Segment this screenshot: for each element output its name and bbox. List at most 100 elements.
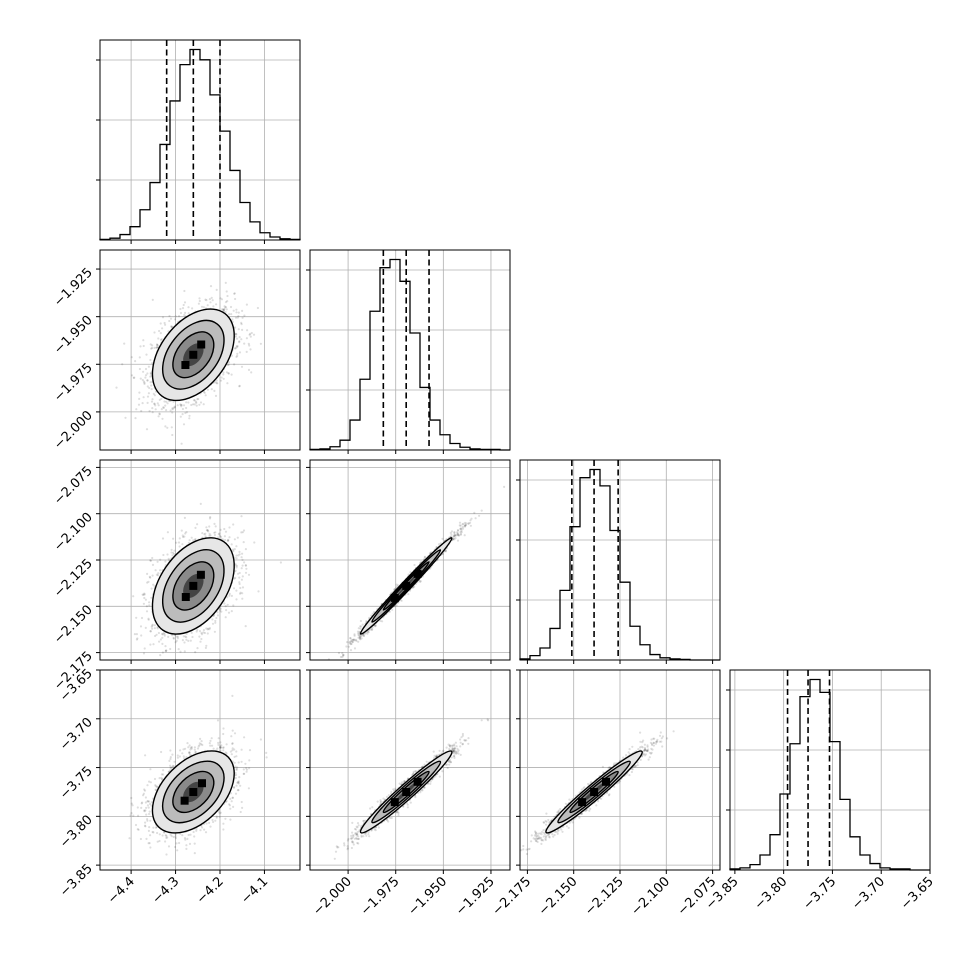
scatter-point bbox=[223, 308, 226, 311]
scatter-point bbox=[132, 595, 135, 598]
scatter-point bbox=[194, 400, 198, 403]
scatter-point bbox=[146, 385, 149, 388]
scatter-point bbox=[158, 833, 161, 836]
scatter-point bbox=[249, 335, 252, 338]
scatter-point bbox=[242, 529, 246, 532]
scatter-point bbox=[235, 589, 238, 592]
scatter-point bbox=[185, 401, 188, 404]
scatter-point bbox=[188, 752, 191, 755]
scatter-point bbox=[204, 298, 207, 301]
scatter-point bbox=[239, 586, 242, 590]
scatter-point bbox=[165, 649, 168, 652]
histogram-0 bbox=[99, 48, 301, 241]
scatter-point bbox=[191, 635, 194, 639]
scatter-point bbox=[193, 852, 196, 855]
scatter-point bbox=[164, 425, 167, 428]
scatter-point bbox=[188, 417, 191, 420]
scatter-point bbox=[172, 835, 175, 839]
scatter-point bbox=[213, 389, 216, 392]
scatter-point bbox=[149, 630, 152, 633]
scatter-point bbox=[248, 333, 251, 336]
scatter-point bbox=[156, 627, 159, 630]
scatter-point bbox=[210, 296, 213, 299]
scatter-point bbox=[145, 428, 149, 431]
scatter-point bbox=[241, 531, 244, 534]
scatter-point bbox=[240, 323, 243, 326]
scatter-point bbox=[241, 328, 244, 331]
scatter-point bbox=[151, 346, 154, 350]
scatter-point bbox=[160, 408, 163, 411]
scatter-point bbox=[235, 554, 238, 557]
scatter-point bbox=[205, 299, 208, 302]
scatter-point bbox=[215, 288, 218, 291]
scatter-point bbox=[250, 371, 253, 374]
scatter-point bbox=[143, 810, 146, 813]
scatter-point bbox=[159, 638, 162, 641]
scatter-point bbox=[220, 744, 223, 747]
scatter-point bbox=[149, 559, 152, 562]
scatter-point bbox=[182, 535, 185, 539]
scatter-point bbox=[172, 637, 175, 640]
scatter-point bbox=[184, 411, 187, 415]
scatter-point bbox=[131, 804, 134, 807]
scatter-point bbox=[203, 631, 206, 635]
scatter-point bbox=[185, 661, 187, 663]
scatter-point bbox=[143, 381, 146, 384]
scatter-point bbox=[178, 537, 181, 540]
scatter-point bbox=[169, 317, 173, 320]
scatter-point bbox=[243, 736, 246, 739]
scatter-point bbox=[183, 757, 186, 760]
scatter-point bbox=[211, 299, 214, 302]
scatter-point bbox=[177, 315, 181, 318]
scatter-point bbox=[152, 643, 155, 646]
scatter-point bbox=[135, 408, 138, 411]
scatter-point bbox=[151, 627, 154, 630]
scatter-point bbox=[182, 635, 185, 638]
scatter-point bbox=[239, 591, 242, 594]
scatter-point bbox=[190, 746, 193, 749]
scatter-point bbox=[240, 321, 243, 324]
scatter-point bbox=[248, 344, 251, 347]
scatter-point bbox=[148, 410, 151, 413]
scatter-point bbox=[156, 402, 159, 405]
density-peak-cell bbox=[189, 581, 198, 590]
scatter-point bbox=[153, 402, 156, 406]
scatter-point bbox=[130, 802, 133, 805]
scatter-point bbox=[176, 404, 179, 407]
scatter-point bbox=[232, 604, 235, 607]
scatter-point bbox=[141, 378, 144, 382]
scatter-point bbox=[164, 645, 167, 648]
scatter-point bbox=[180, 404, 183, 407]
scatter-point bbox=[179, 311, 183, 315]
hist-panel-1 bbox=[309, 249, 511, 451]
scatter-point bbox=[241, 597, 244, 600]
scatter-point bbox=[238, 576, 241, 579]
scatter-point bbox=[196, 647, 199, 650]
scatter-point bbox=[214, 525, 217, 528]
scatter-point bbox=[179, 415, 182, 418]
scatter-point bbox=[181, 413, 184, 416]
scatter-point bbox=[155, 346, 159, 349]
scatter-point bbox=[170, 548, 173, 552]
scatter-point bbox=[219, 379, 223, 382]
scatter-point bbox=[243, 342, 246, 345]
scatter-point bbox=[222, 309, 226, 313]
scatter-point bbox=[241, 558, 244, 562]
scatter-point bbox=[180, 405, 183, 408]
scatter-point bbox=[236, 337, 239, 340]
scatter-point bbox=[237, 311, 240, 314]
scatter-point bbox=[219, 741, 222, 744]
scatter-point bbox=[159, 569, 162, 572]
scatter-point bbox=[183, 837, 187, 840]
scatter-point bbox=[224, 616, 227, 619]
scatter-point bbox=[163, 321, 166, 325]
scatter-point bbox=[214, 621, 217, 624]
scatter-point bbox=[209, 516, 212, 519]
scatter-point bbox=[143, 382, 146, 385]
scatter-point bbox=[169, 647, 172, 651]
scatter-point bbox=[202, 631, 205, 634]
scatter-point bbox=[231, 548, 235, 551]
scatter-point bbox=[197, 397, 200, 401]
scatter-point bbox=[210, 388, 213, 391]
scatter-point bbox=[168, 314, 171, 318]
